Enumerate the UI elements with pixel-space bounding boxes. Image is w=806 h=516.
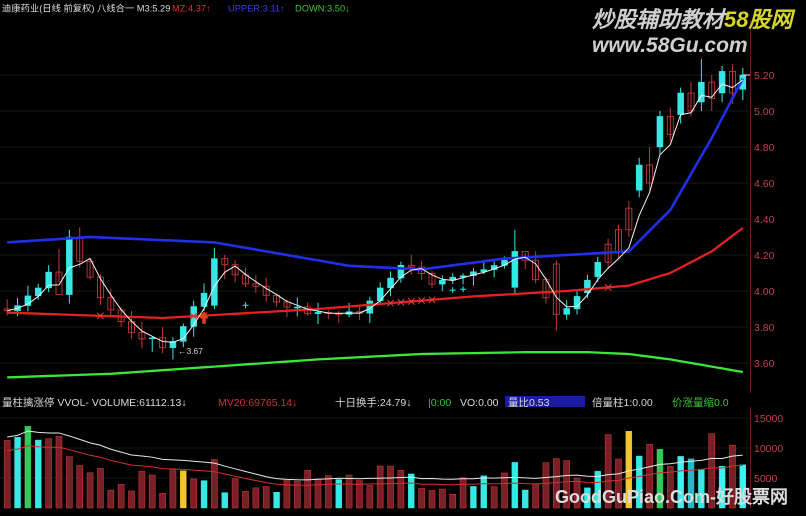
svg-text:倍量柱1:0.00: 倍量柱1:0.00 — [592, 396, 653, 409]
svg-text:迪康药业(日线 前复权) 八线合一 M3:5.29: 迪康药业(日线 前复权) 八线合一 M3:5.29 — [2, 3, 170, 14]
svg-text:量比0.53: 量比0.53 — [508, 396, 550, 409]
svg-text:GoodGuPiao.Com-好股票网: GoodGuPiao.Com-好股票网 — [555, 486, 788, 507]
svg-text:10000: 10000 — [754, 443, 783, 455]
svg-text:4.40: 4.40 — [754, 214, 775, 226]
svg-text:3.80: 3.80 — [754, 322, 775, 334]
svg-text:UPPER:3.11↑: UPPER:3.11↑ — [228, 4, 285, 14]
svg-text:15000: 15000 — [754, 413, 783, 425]
svg-text:←3.67: ←3.67 — [178, 346, 203, 356]
svg-text:十日换手:24.79↓: 十日换手:24.79↓ — [335, 396, 411, 409]
svg-text:4.60: 4.60 — [754, 178, 775, 190]
svg-text:4.00: 4.00 — [754, 286, 775, 298]
svg-text:5.20: 5.20 — [754, 70, 775, 82]
svg-text:|0:00: |0:00 — [428, 397, 451, 409]
svg-text:DOWN:3.50↓: DOWN:3.50↓ — [295, 4, 350, 14]
svg-text:炒股辅助教材58股网: 炒股辅助教材58股网 — [592, 7, 795, 32]
svg-text:VO:0.00: VO:0.00 — [460, 397, 499, 409]
svg-text:4.80: 4.80 — [754, 142, 775, 154]
svg-text:5.00: 5.00 — [754, 106, 775, 118]
svg-text:www.58Gu.com: www.58Gu.com — [592, 34, 748, 57]
svg-text:量柱擒涨停 VVOL- VOLUME:61112.13↓: 量柱擒涨停 VVOL- VOLUME:61112.13↓ — [2, 396, 187, 409]
svg-text:4.20: 4.20 — [754, 250, 775, 262]
svg-text:3.60: 3.60 — [754, 358, 775, 370]
svg-text:MZ:4.37↑: MZ:4.37↑ — [172, 4, 211, 14]
svg-text:价涨量缩0.0: 价涨量缩0.0 — [672, 396, 729, 409]
svg-text:5000: 5000 — [754, 473, 778, 485]
svg-text:MV20:69765.14↓: MV20:69765.14↓ — [218, 397, 297, 409]
